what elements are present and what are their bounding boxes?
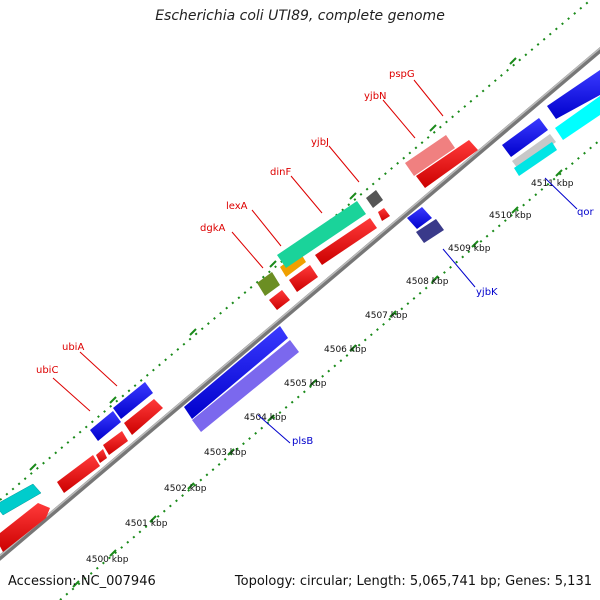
kbp-label: 4509 kbp	[448, 244, 491, 254]
genome-stats-text: Topology: circular; Length: 5,065,741 bp…	[234, 574, 592, 589]
cds-arrow[interactable]	[416, 140, 478, 188]
gene-arrow[interactable]	[416, 219, 444, 243]
gene-label[interactable]: lexA	[226, 201, 248, 212]
gene-label[interactable]: dgkA	[200, 223, 225, 234]
gene-arrow[interactable]	[257, 272, 280, 296]
kbp-label: 4505 kbp	[284, 379, 327, 389]
gene-arrow[interactable]	[366, 190, 383, 208]
cds-arrow[interactable]	[124, 399, 163, 435]
reverse-genes	[192, 207, 444, 432]
kbp-label: 4504 kbp	[244, 413, 287, 423]
cds-arrow[interactable]	[96, 449, 107, 463]
gene-label[interactable]: yjbN	[364, 91, 387, 102]
kbp-label: 4511 kbp	[531, 179, 574, 189]
cds-arrow[interactable]	[103, 431, 128, 455]
gene-label[interactable]: ubiA	[62, 342, 84, 353]
gene-arrow[interactable]	[0, 483, 42, 516]
kbp-labels: 4500 kbp 4501 kbp 4502 kbp 4503 kbp 4504…	[86, 179, 574, 565]
map-title: Escherichia coli UTI89, complete genome	[155, 8, 445, 24]
gene-arrow[interactable]	[184, 326, 288, 419]
tick-track-inner	[59, 139, 600, 600]
kbp-label: 4503 kbp	[204, 448, 247, 458]
gene-arrow[interactable]	[407, 207, 432, 229]
gene-label[interactable]: yjbK	[476, 287, 498, 298]
major-ticks	[29, 57, 563, 588]
kbp-label: 4502 kbp	[164, 484, 207, 494]
gene-arrow[interactable]	[90, 411, 121, 441]
forward-genes	[0, 70, 600, 516]
kbp-label: 4507 kbp	[365, 311, 408, 321]
gene-arrow[interactable]	[514, 142, 557, 176]
kbp-label: 4506 kbp	[324, 345, 367, 355]
gene-label[interactable]: pspG	[389, 69, 415, 80]
gene-label[interactable]: ubiC	[36, 365, 58, 376]
cds-arrow[interactable]	[289, 265, 318, 292]
kbp-label: 4501 kbp	[125, 519, 168, 529]
gene-label[interactable]: qor	[577, 207, 594, 218]
genome-backbone	[0, 46, 600, 561]
gene-labels: ubiC ubiA dgkA lexA dinF yjbJ yjbN pspG …	[36, 69, 594, 447]
kbp-label: 4508 kbp	[406, 277, 449, 287]
cds-arrow[interactable]	[378, 208, 390, 221]
accession-text: Accession: NC_007946	[8, 574, 156, 589]
gene-label[interactable]: plsB	[292, 436, 313, 447]
gene-arrow[interactable]	[502, 118, 548, 157]
gene-label[interactable]: dinF	[270, 167, 291, 178]
gene-label[interactable]: yjbJ	[311, 137, 329, 148]
cds-arrow[interactable]	[0, 503, 50, 552]
genome-backbone-highlight	[0, 47, 600, 557]
gene-arrow[interactable]	[555, 96, 600, 140]
kbp-label: 4510 kbp	[489, 211, 532, 221]
gene-arrow[interactable]	[113, 382, 153, 419]
gene-arrow[interactable]	[192, 340, 299, 432]
gene-arrow[interactable]	[405, 135, 455, 176]
gene-arrow[interactable]	[512, 134, 556, 169]
reverse-label-leaders	[257, 177, 578, 444]
forward-label-leaders	[52, 79, 444, 412]
cds-arrow[interactable]	[269, 290, 290, 310]
kbp-label: 4500 kbp	[86, 555, 129, 565]
gene-arrow[interactable]	[277, 201, 366, 268]
cds-arrow[interactable]	[315, 218, 377, 265]
cds-arrow[interactable]	[57, 455, 100, 493]
cds-features	[0, 140, 478, 552]
gene-arrow[interactable]	[547, 70, 600, 119]
